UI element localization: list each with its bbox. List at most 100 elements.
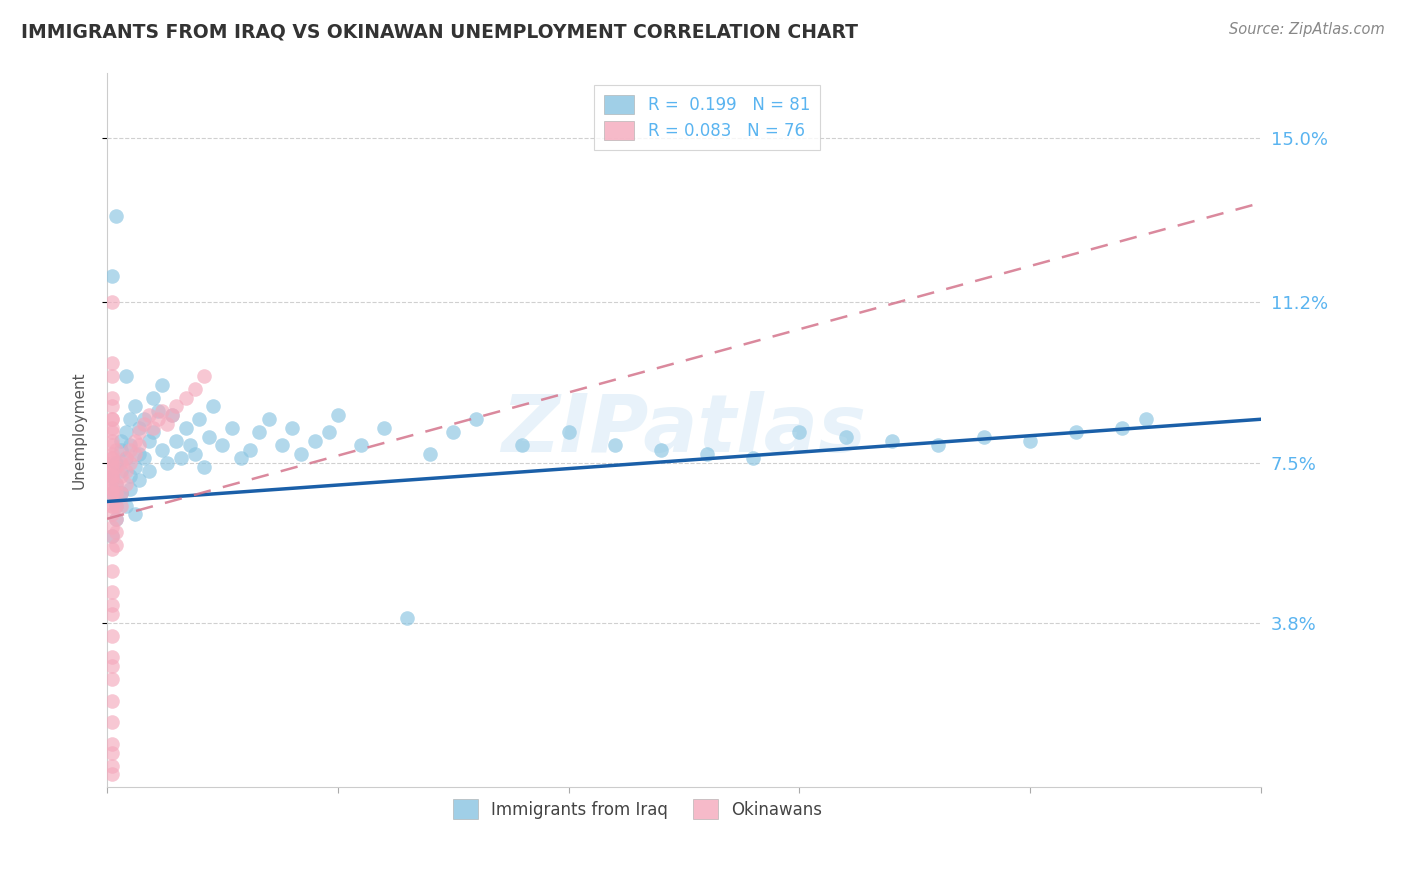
Point — [188, 412, 211, 426]
Point — [1019, 434, 1042, 448]
Legend: Immigrants from Iraq, Okinawans: Immigrants from Iraq, Okinawans — [446, 793, 830, 825]
Point — [100, 629, 122, 643]
Point — [146, 403, 169, 417]
Point — [1111, 421, 1133, 435]
Point — [132, 451, 155, 466]
Point — [100, 295, 122, 310]
Point — [100, 693, 122, 707]
Point — [105, 512, 128, 526]
Point — [128, 421, 150, 435]
Point — [114, 451, 136, 466]
Point — [105, 477, 128, 491]
Point — [124, 434, 146, 448]
Point — [105, 538, 128, 552]
Point — [211, 438, 233, 452]
Point — [132, 417, 155, 431]
Point — [100, 459, 122, 474]
Point — [132, 412, 155, 426]
Point — [124, 508, 146, 522]
Point — [184, 447, 207, 461]
Point — [110, 434, 132, 448]
Point — [557, 425, 579, 440]
Point — [1135, 412, 1157, 426]
Point — [100, 477, 122, 491]
Point — [271, 438, 294, 452]
Point — [696, 447, 718, 461]
Point — [100, 368, 122, 383]
Point — [318, 425, 340, 440]
Point — [120, 482, 142, 496]
Point — [100, 520, 122, 534]
Point — [100, 391, 122, 405]
Point — [114, 464, 136, 478]
Point — [179, 438, 201, 452]
Point — [114, 499, 136, 513]
Point — [100, 746, 122, 760]
Point — [650, 442, 672, 457]
Point — [100, 464, 122, 478]
Point — [100, 451, 122, 466]
Point — [100, 564, 122, 578]
Point — [156, 417, 179, 431]
Point — [124, 459, 146, 474]
Point — [100, 499, 122, 513]
Point — [100, 486, 122, 500]
Point — [114, 477, 136, 491]
Point — [221, 421, 243, 435]
Point — [1064, 425, 1087, 440]
Point — [100, 486, 122, 500]
Point — [100, 599, 122, 613]
Point — [100, 434, 122, 448]
Point — [128, 425, 150, 440]
Point — [174, 421, 197, 435]
Point — [165, 434, 187, 448]
Point — [100, 421, 122, 435]
Point — [100, 659, 122, 673]
Point — [100, 451, 122, 466]
Point — [114, 451, 136, 466]
Point — [100, 607, 122, 621]
Point — [128, 447, 150, 461]
Point — [142, 421, 165, 435]
Point — [124, 399, 146, 413]
Point — [100, 269, 122, 284]
Point — [202, 399, 225, 413]
Point — [973, 429, 995, 443]
Point — [100, 412, 122, 426]
Point — [110, 486, 132, 500]
Point — [100, 715, 122, 730]
Point — [105, 524, 128, 539]
Point — [110, 456, 132, 470]
Point — [304, 434, 326, 448]
Point — [100, 529, 122, 543]
Text: ZIPatlas: ZIPatlas — [502, 391, 866, 469]
Point — [105, 477, 128, 491]
Point — [789, 425, 811, 440]
Point — [152, 377, 174, 392]
Point — [100, 356, 122, 370]
Point — [100, 456, 122, 470]
Point — [105, 486, 128, 500]
Point — [120, 468, 142, 483]
Point — [170, 451, 193, 466]
Point — [114, 425, 136, 440]
Point — [152, 403, 174, 417]
Point — [152, 442, 174, 457]
Y-axis label: Unemployment: Unemployment — [72, 371, 86, 489]
Point — [927, 438, 949, 452]
Point — [114, 368, 136, 383]
Point — [100, 447, 122, 461]
Point — [110, 464, 132, 478]
Point — [197, 429, 219, 443]
Point — [105, 442, 128, 457]
Point — [110, 499, 132, 513]
Point — [100, 438, 122, 452]
Point — [138, 464, 160, 478]
Text: IMMIGRANTS FROM IRAQ VS OKINAWAN UNEMPLOYMENT CORRELATION CHART: IMMIGRANTS FROM IRAQ VS OKINAWAN UNEMPLO… — [21, 22, 858, 41]
Point — [193, 459, 215, 474]
Point — [100, 650, 122, 665]
Point — [110, 486, 132, 500]
Point — [100, 737, 122, 751]
Point — [128, 438, 150, 452]
Text: Source: ZipAtlas.com: Source: ZipAtlas.com — [1229, 22, 1385, 37]
